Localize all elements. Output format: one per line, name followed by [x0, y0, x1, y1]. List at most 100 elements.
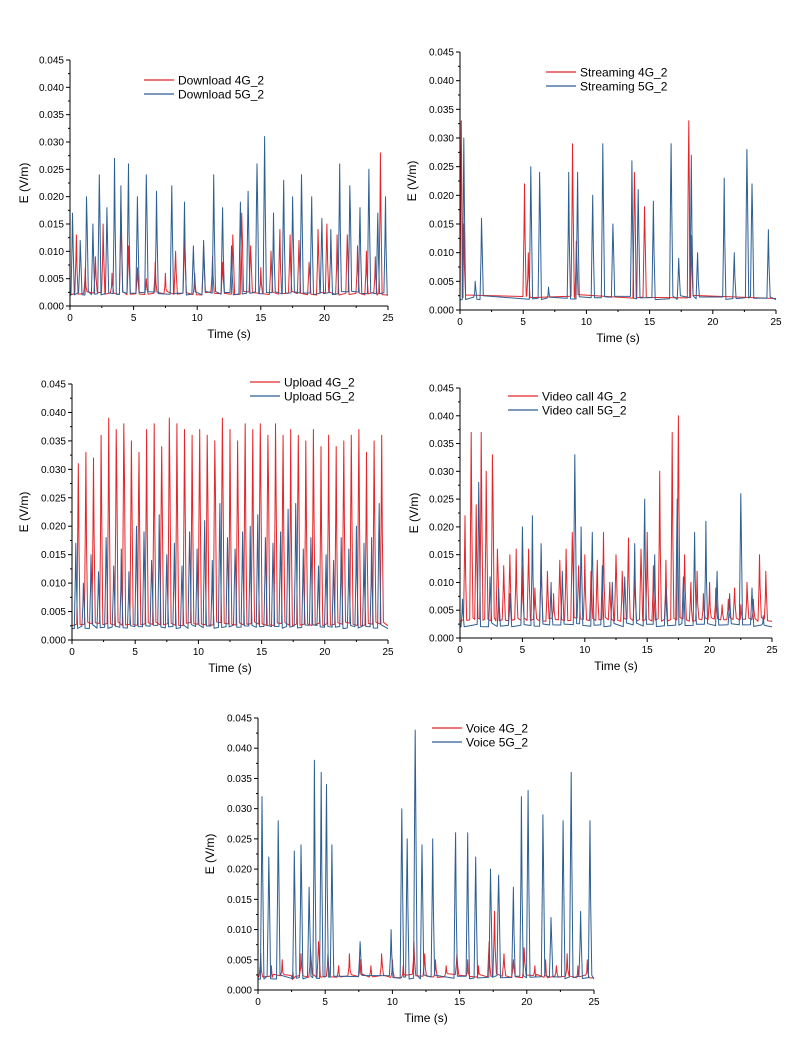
voice-y-tick-label: 0.030 [227, 804, 252, 815]
voice-y-tick-label: 0.035 [227, 774, 252, 785]
upload-y-tick-label: 0.045 [41, 380, 66, 391]
download-y-tick-label: 0.010 [39, 247, 64, 258]
voice-x-tick-label: 25 [588, 997, 600, 1008]
voice-y-tick-label: 0.010 [227, 925, 252, 936]
download-x-axis-title: Time (s) [207, 327, 251, 341]
video-call-x-tick-label: 10 [579, 645, 591, 656]
chart-voice: 0.000 0.005 0.010 0.015 0.020 0.025 0.030 0.035… [200, 706, 606, 1032]
download-y-tick-label: 0.025 [39, 165, 64, 176]
download-y-tick-label: 0.020 [39, 192, 64, 203]
video-call-y-tick-label: 0.005 [429, 606, 454, 617]
upload-x-axis-title: Time (s) [208, 661, 252, 675]
video-call-y-tick-label: 0.010 [429, 578, 454, 589]
voice-legend-label-4g: Voice 4G_2 [466, 722, 528, 736]
download-y-tick-label: 0.015 [39, 220, 64, 231]
streaming-y-tick-label: 0.005 [429, 277, 454, 288]
streaming-x-tick-label: 15 [644, 317, 656, 328]
video-call-svg: 0.000 0.005 0.010 0.015 0.020 0.025 0.030 0.035… [407, 384, 778, 674]
download-y-tick-label: 0.045 [39, 56, 64, 67]
streaming-y-axis-title: E (V/m) [405, 161, 419, 202]
video-call-x-tick-label: 5 [520, 645, 526, 656]
streaming-y-tick-label: 0.025 [429, 162, 454, 173]
video-call-series-5g-line [460, 454, 773, 628]
voice-y-tick-label: 0.020 [227, 865, 252, 876]
streaming-x-tick-label: 0 [457, 317, 463, 328]
upload-y-tick-label: 0.030 [41, 465, 66, 476]
upload-legend-label-5g: Upload 5G_2 [284, 390, 355, 404]
streaming-y-tick-label: 0.045 [429, 48, 454, 59]
voice-y-tick-label: 0.005 [227, 955, 252, 966]
download-series-5g-line [69, 136, 389, 296]
voice-y-tick-label: 0.000 [227, 986, 252, 997]
video-call-series-4g-line [459, 415, 773, 622]
video-call-legend-label-4g: Video call 4G_2 [542, 390, 627, 404]
video-call-x-tick-label: 20 [704, 645, 716, 656]
video-call-y-tick-label: 0.025 [429, 495, 454, 506]
voice-y-tick-label: 0.015 [227, 895, 252, 906]
video-call-y-tick-label: 0.035 [429, 439, 454, 450]
upload-y-tick-label: 0.025 [41, 493, 66, 504]
video-call-x-tick-label: 15 [642, 645, 654, 656]
voice-x-tick-label: 20 [521, 997, 533, 1008]
download-x-tick-label: 5 [131, 313, 137, 324]
voice-series-5g-line [258, 729, 595, 980]
streaming-y-tick-label: 0.040 [429, 76, 454, 87]
video-call-legend-label-5g: Video call 5G_2 [542, 404, 627, 418]
voice-legend-label-5g: Voice 5G_2 [466, 736, 528, 750]
video-call-y-axis-title: E (V/m) [407, 493, 421, 534]
video-call-x-tick-label: 0 [457, 645, 463, 656]
streaming-series-4g-line [459, 120, 777, 299]
video-call-y-tick-label: 0.030 [429, 467, 454, 478]
streaming-y-tick-label: 0.015 [429, 220, 454, 231]
streaming-x-tick-label: 10 [581, 317, 593, 328]
upload-x-tick-label: 0 [69, 647, 75, 658]
streaming-svg: 0.000 0.005 0.010 0.015 0.020 0.025 0.030 0.035… [405, 48, 782, 346]
upload-series-5g-line [72, 503, 389, 630]
voice-x-axis-title: Time (s) [404, 1011, 448, 1025]
streaming-x-axis-title: Time (s) [596, 331, 640, 345]
chart-video-call: 0.000 0.005 0.010 0.015 0.020 0.025 0.030 0.035… [404, 378, 786, 684]
streaming-y-tick-label: 0.020 [429, 191, 454, 202]
download-svg: 0.000 0.005 0.010 0.015 0.020 0.025 0.030 0.035… [17, 56, 394, 342]
streaming-y-tick-label: 0.035 [429, 105, 454, 116]
download-y-axis-title: E (V/m) [17, 163, 31, 204]
download-legend-label-5g: Download 5G_2 [178, 88, 264, 102]
upload-x-tick-label: 15 [256, 647, 268, 658]
download-y-tick-label: 0.030 [39, 138, 64, 149]
download-x-tick-label: 15 [255, 313, 267, 324]
download-x-tick-label: 20 [319, 313, 331, 324]
download-y-tick-label: 0.035 [39, 110, 64, 121]
chart-upload: 0.000 0.005 0.010 0.015 0.020 0.025 0.030 0.035… [14, 372, 398, 688]
voice-x-tick-label: 0 [255, 997, 261, 1008]
upload-y-tick-label: 0.005 [41, 607, 66, 618]
video-call-y-tick-label: 0.045 [429, 384, 454, 395]
upload-x-tick-label: 25 [382, 647, 394, 658]
upload-y-tick-label: 0.010 [41, 579, 66, 590]
download-x-tick-label: 10 [192, 313, 204, 324]
voice-y-axis-title: E (V/m) [203, 834, 217, 875]
streaming-y-tick-label: 0.030 [429, 134, 454, 145]
download-y-tick-label: 0.040 [39, 83, 64, 94]
voice-y-tick-label: 0.045 [227, 714, 252, 725]
video-call-y-tick-label: 0.015 [429, 550, 454, 561]
video-call-y-tick-label: 0.040 [429, 411, 454, 422]
streaming-x-tick-label: 5 [520, 317, 526, 328]
chart-streaming: 0.000 0.005 0.010 0.015 0.020 0.025 0.030 0.035… [402, 42, 794, 354]
chart-download: 0.000 0.005 0.010 0.015 0.020 0.025 0.030 0.035… [14, 46, 394, 346]
download-x-tick-label: 25 [382, 313, 394, 324]
voice-svg: 0.000 0.005 0.010 0.015 0.020 0.025 0.030 0.035… [203, 714, 600, 1026]
voice-x-tick-label: 15 [454, 997, 466, 1008]
upload-y-axis-title: E (V/m) [17, 492, 31, 533]
streaming-x-tick-label: 20 [707, 317, 719, 328]
video-call-y-tick-label: 0.000 [429, 634, 454, 645]
upload-y-tick-label: 0.035 [41, 436, 66, 447]
voice-x-tick-label: 10 [387, 997, 399, 1008]
upload-x-tick-label: 20 [319, 647, 331, 658]
streaming-y-tick-label: 0.000 [429, 306, 454, 317]
streaming-x-tick-label: 25 [770, 317, 782, 328]
